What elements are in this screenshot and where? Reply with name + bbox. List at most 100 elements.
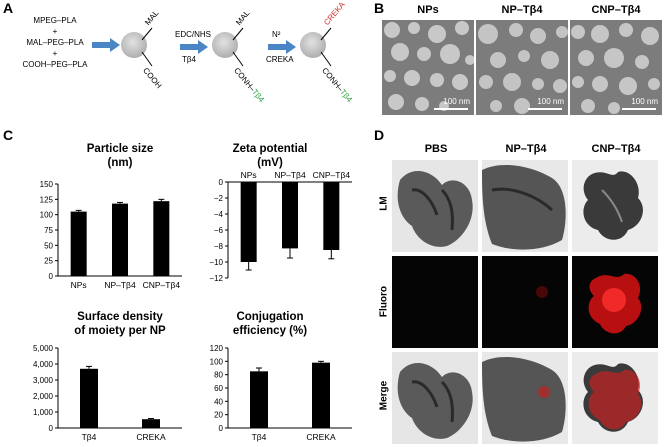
y-tick-label: 150 xyxy=(40,180,54,189)
bar xyxy=(112,203,128,276)
y-tick-label: 40 xyxy=(214,397,223,406)
y-tick-label: 100 xyxy=(40,211,54,220)
panel-d-label: D xyxy=(374,127,385,143)
y-tick-label: 125 xyxy=(40,195,54,204)
y-tick-label: 0 xyxy=(219,178,224,187)
y-tick-label: 1,000 xyxy=(33,408,54,417)
micro-col-cnp-tb4: CNP–Tβ4 xyxy=(591,143,641,155)
y-tick-label: −10 xyxy=(209,258,223,267)
category-label: CNP–Tβ4 xyxy=(313,170,351,180)
y-tick-label: 25 xyxy=(44,257,53,266)
bar xyxy=(240,182,257,262)
chart-title-conjugation: Conjugation efficiency (%) xyxy=(200,310,340,338)
chart-title-line-1: Conjugation xyxy=(236,311,304,323)
tem-image-cnp-tb4: 100 nm xyxy=(570,20,662,115)
micro-row-fluoro: Fluoro xyxy=(378,285,390,318)
category-label: Tβ4 xyxy=(252,432,267,442)
linker-lines-3 xyxy=(320,27,332,67)
y-tick-label: −12 xyxy=(209,274,223,283)
chart-title-line-2: (mV) xyxy=(257,157,283,169)
chart-title-surface-density: Surface density of moiety per NP xyxy=(45,310,195,338)
y-tick-label: 60 xyxy=(214,384,223,393)
y-tick-label: 120 xyxy=(210,344,224,353)
bar xyxy=(70,211,87,276)
merge-image-pbs xyxy=(392,352,478,444)
lm-image-pbs xyxy=(392,160,478,252)
reagent-mal: MAL–PEG–PLA xyxy=(26,38,84,47)
y-tick-label: 5,000 xyxy=(33,344,54,353)
reagent-cooh: COOH–PEG–PLA xyxy=(22,60,88,69)
y-tick-label: 0 xyxy=(49,424,54,433)
merge-image-cnp-tb4 xyxy=(572,352,658,444)
bar xyxy=(250,371,268,428)
linker-lines-1 xyxy=(141,27,153,67)
panel-a-label: A xyxy=(3,0,14,16)
y-tick-label: 80 xyxy=(214,371,223,380)
chart-title-line-2: of moiety per NP xyxy=(74,325,166,337)
chart-particle-size: 0 25 50 75 100 125 150 NPs NP–Tβ4 CNP–Tβ4 xyxy=(40,180,182,290)
scale-bar xyxy=(622,108,656,110)
scale-label: 100 nm xyxy=(631,97,658,106)
scale-bar xyxy=(528,108,562,110)
tem-col-np-tb4: NP–Tβ4 xyxy=(501,4,543,16)
y-tick-label: −2 xyxy=(214,194,224,203)
y-tick-label: 50 xyxy=(44,241,53,250)
micro-col-np-tb4: NP–Tβ4 xyxy=(505,143,547,155)
scale-label: 100 nm xyxy=(537,97,564,106)
tem-col-nps: NPs xyxy=(417,4,439,16)
reagent-list: MPEG–PLA + MAL–PEG–PLA + COOH–PEG–PLA xyxy=(20,15,90,70)
reagent-mpeg: MPEG–PLA xyxy=(33,16,77,25)
bar xyxy=(323,182,340,250)
category-label: NPs xyxy=(71,280,87,290)
y-tick-label: 100 xyxy=(210,357,224,366)
category-label: NP–Tβ4 xyxy=(274,170,306,180)
chart-title-line-1: Particle size xyxy=(86,143,154,155)
y-tick-label: 20 xyxy=(214,411,223,420)
category-label: CREKA xyxy=(136,432,166,442)
linker-lines-2 xyxy=(232,27,244,67)
bar xyxy=(142,419,160,428)
arrow-icon xyxy=(268,40,296,54)
y-tick-label: −4 xyxy=(214,210,224,219)
y-tick-label: 75 xyxy=(44,226,53,235)
bar xyxy=(282,182,298,249)
lm-image-cnp-tb4 xyxy=(572,160,658,252)
arrow-icon xyxy=(92,38,120,52)
chart-zeta-potential: 0 −2 −4 −6 −8 −10 −12 NPs NP–Tβ4 CNP–Tβ4 xyxy=(209,170,352,283)
bar xyxy=(80,368,98,428)
merge-image-np-tb4 xyxy=(482,352,568,444)
micro-row-merge: Merge xyxy=(378,380,390,411)
category-label: CNP–Tβ4 xyxy=(143,280,181,290)
step1-peptide: Tβ4 xyxy=(182,55,196,64)
y-tick-label: 2,000 xyxy=(33,392,54,401)
reagent-plus-2: + xyxy=(52,49,58,58)
y-tick-label: 0 xyxy=(219,424,224,433)
step2-reagent: N² xyxy=(272,30,281,39)
tem-image-np-tb4: 100 nm xyxy=(476,20,568,115)
tem-image-nps: 100 nm xyxy=(382,20,474,115)
arrow-icon xyxy=(180,40,208,54)
step1-reagent: EDC/NHS xyxy=(175,30,212,39)
y-tick-label: 0 xyxy=(49,272,54,281)
chart-title-line-1: Surface density xyxy=(77,311,163,323)
tem-col-cnp-tb4: CNP–Tβ4 xyxy=(591,4,641,16)
y-tick-label: −8 xyxy=(214,242,224,251)
chart-title-line-1: Zeta potential xyxy=(232,143,308,155)
panel-b-label: B xyxy=(374,0,385,16)
scale-label: 100 nm xyxy=(443,97,470,106)
chart-surface-density: 0 1,000 2,000 3,000 4,000 5,000 Tβ4 CREKA xyxy=(33,344,182,442)
step2-peptide: CREKA xyxy=(266,55,294,64)
y-tick-label: 3,000 xyxy=(33,376,54,385)
np3-bottom-peptide: Tβ4 xyxy=(338,87,354,104)
reagent-plus-1: + xyxy=(52,27,58,36)
y-tick-label: 4,000 xyxy=(33,360,54,369)
chart-conjugation-efficiency: 0 20 40 60 80 100 120 Tβ4 CREKA xyxy=(210,344,352,442)
micro-col-pbs: PBS xyxy=(424,143,448,155)
chart-title-particle-size: Particle size (nm) xyxy=(50,142,190,170)
lm-image-np-tb4 xyxy=(482,160,568,252)
fluoro-image-pbs xyxy=(392,256,478,348)
y-tick-label: −6 xyxy=(214,226,224,235)
chart-title-line-2: (nm) xyxy=(107,157,133,169)
scale-bar xyxy=(434,108,468,110)
panel-c-label: C xyxy=(3,127,14,143)
